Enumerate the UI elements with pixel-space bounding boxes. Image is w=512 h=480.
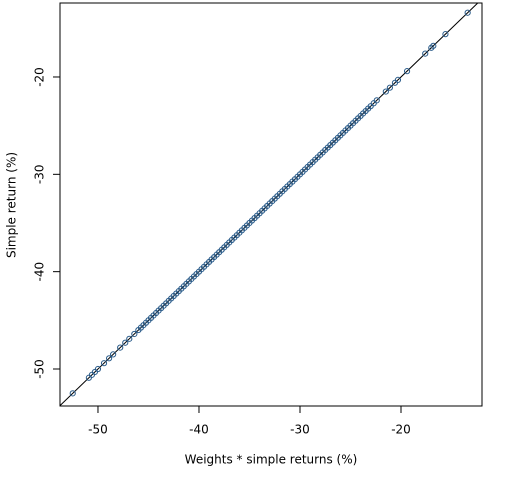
- point: [373, 97, 380, 104]
- point: [122, 339, 129, 346]
- point: [382, 88, 389, 95]
- point: [430, 42, 437, 49]
- point: [403, 68, 411, 75]
- y-tick-label: -40: [33, 262, 47, 282]
- y-tick-label: -30: [33, 165, 47, 185]
- point: [110, 351, 117, 358]
- y-axis-label: Simple return (%): [5, 152, 19, 258]
- y-tick-label: -50: [33, 359, 47, 379]
- point: [428, 44, 435, 51]
- point: [422, 50, 429, 57]
- x-tick-label: -40: [189, 423, 209, 437]
- point: [117, 344, 124, 351]
- point: [386, 84, 393, 91]
- point: [131, 330, 138, 338]
- y-tick-label: -20: [33, 67, 47, 87]
- point: [69, 390, 76, 397]
- point: [394, 76, 402, 84]
- x-tick-label: -50: [88, 423, 108, 437]
- point: [464, 9, 471, 16]
- point: [442, 31, 449, 38]
- point: [105, 355, 113, 362]
- x-axis-label: Weights * simple returns (%): [185, 453, 358, 467]
- point: [94, 365, 102, 373]
- plot-frame: [59, 2, 483, 407]
- x-tick-label: -30: [290, 423, 310, 437]
- point: [126, 335, 133, 342]
- x-tick-label: -20: [391, 423, 411, 437]
- point: [100, 360, 108, 367]
